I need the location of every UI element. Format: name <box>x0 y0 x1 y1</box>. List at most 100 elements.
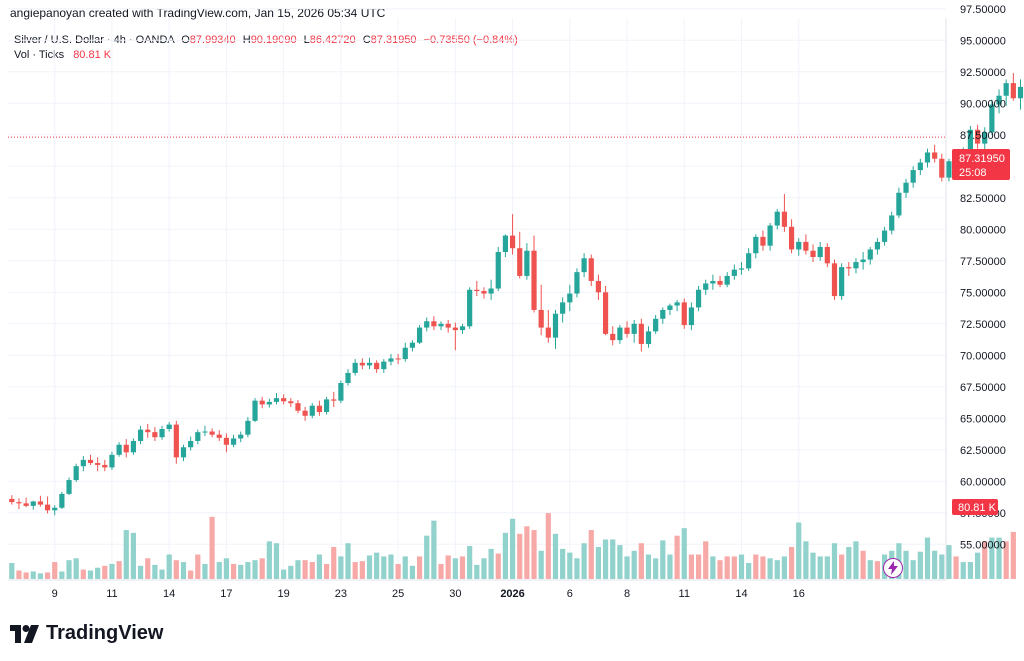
price-axis[interactable]: 97.50000 95.00000 92.50000 90.00000 87.50000… <box>960 4 1006 552</box>
x-tick-label: 6 <box>567 588 573 600</box>
candle-body <box>102 464 108 468</box>
candle-body <box>281 398 287 402</box>
candle-body <box>474 289 480 292</box>
volume-bar <box>44 572 51 579</box>
volume-bar <box>874 561 881 579</box>
volume-bar <box>982 541 988 579</box>
volume-bar <box>309 562 315 579</box>
volume-bar <box>52 562 58 579</box>
lightning-icon[interactable] <box>883 558 903 578</box>
volume-bar <box>152 564 158 579</box>
volume-bar <box>381 556 387 579</box>
candle-body <box>80 459 86 467</box>
candle-body <box>381 361 387 370</box>
volume-bar <box>724 556 730 579</box>
candle-body <box>123 444 129 453</box>
volume-bar <box>624 556 630 579</box>
candle-body <box>467 289 473 327</box>
time-axis[interactable]: 9 11 14 17 19 23 25 30 2026 6 8 11 14 16 <box>52 588 805 600</box>
volume-bar <box>560 548 566 579</box>
candle-body <box>810 250 816 258</box>
candle-body <box>395 358 401 360</box>
y-tick-label: 65.00000 <box>960 413 1006 425</box>
candle-body <box>223 437 230 445</box>
candle-body <box>152 432 158 438</box>
candle-body <box>602 292 609 334</box>
candle-body <box>366 362 373 366</box>
volume-bar <box>481 558 487 579</box>
volume-bar <box>760 556 766 579</box>
candle-body <box>788 226 795 250</box>
candle-body <box>109 454 115 468</box>
volume-bar <box>953 556 959 579</box>
volume-bar <box>846 546 852 579</box>
volume-bar <box>753 554 759 579</box>
candle-body <box>746 253 752 269</box>
candle-body <box>760 236 766 246</box>
candle-body <box>767 225 773 246</box>
volume-bar <box>860 550 866 579</box>
volume-bar <box>30 571 36 579</box>
candle-body <box>889 215 895 231</box>
volume-bar <box>245 562 251 579</box>
volume-bar <box>574 558 580 579</box>
candle-body <box>388 358 394 362</box>
volume-bar <box>552 533 559 579</box>
candle-body <box>638 323 644 344</box>
x-tick-label: 2026 <box>500 588 524 600</box>
volume-bar <box>617 545 623 579</box>
volume-bar <box>252 560 258 579</box>
candle-body <box>288 401 294 404</box>
volume-bar <box>195 554 201 579</box>
candle-body <box>595 280 602 293</box>
candle-body <box>867 249 873 260</box>
volume-bar <box>295 560 301 579</box>
candle-body <box>73 466 79 481</box>
volume-bar <box>259 558 265 579</box>
y-tick-label: 92.50000 <box>960 67 1006 79</box>
candle-body <box>695 289 702 308</box>
volume-bar <box>910 560 916 579</box>
tradingview-brand[interactable]: TradingView <box>10 622 163 645</box>
candle-body <box>724 275 730 285</box>
candle-body <box>66 480 72 494</box>
volume-bar <box>517 533 523 579</box>
candle-body <box>331 399 337 401</box>
candle-body <box>52 507 58 511</box>
candle-body <box>87 459 94 464</box>
volume-bar <box>817 556 823 579</box>
candle-body <box>130 440 137 453</box>
volume-bar <box>974 552 981 579</box>
x-tick-label: 14 <box>735 588 747 600</box>
candle-body <box>874 241 881 250</box>
volume-bar <box>323 563 330 579</box>
volume-bar <box>37 573 44 579</box>
volume-label[interactable]: Vol · Ticks <box>14 49 65 61</box>
volume-bar <box>731 556 737 579</box>
candle-body <box>881 230 888 242</box>
volume-bar <box>839 554 845 579</box>
volume-bar <box>137 565 144 579</box>
candle-body <box>137 429 144 441</box>
volume-bar <box>80 569 86 579</box>
volume-bar <box>638 543 644 579</box>
volume-value: 80.81 K <box>73 49 112 61</box>
candle-body <box>16 502 22 504</box>
volume-bar <box>445 555 451 579</box>
candle-body <box>159 429 165 438</box>
candle-body <box>402 347 408 360</box>
candle-body <box>660 309 666 319</box>
price-tag-box <box>952 149 1010 180</box>
candle-body <box>839 267 845 297</box>
x-tick-label: 8 <box>624 588 630 600</box>
volume-bar <box>366 555 373 579</box>
candle-body <box>209 431 215 435</box>
candle-body <box>703 283 709 290</box>
y-tick-label: 60.00000 <box>960 476 1006 488</box>
candle-body <box>524 250 530 276</box>
candle-body <box>581 258 587 273</box>
volume-bar <box>960 562 966 579</box>
candle-body <box>946 161 952 178</box>
volume-bar <box>681 528 687 579</box>
